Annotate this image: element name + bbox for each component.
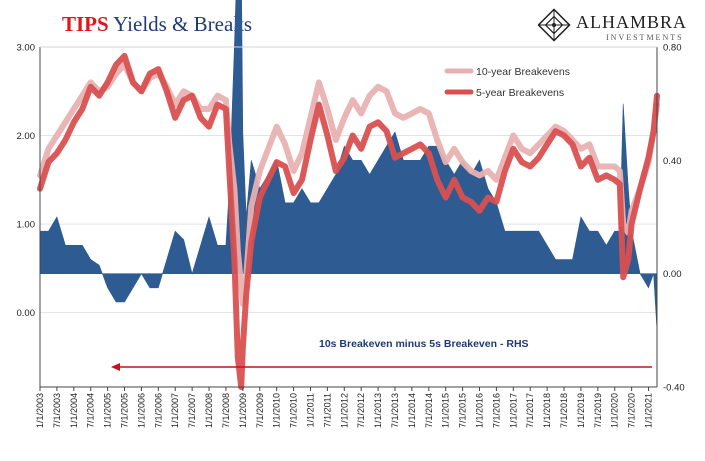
tick-labels: 3.00 2.00 1.00 0.00 0.80 0.40 0.00 -0.40 1/1/200… <box>17 43 685 429</box>
x-tick-label-20: 1/1/2013 <box>373 393 383 428</box>
x-tick-label-24: 1/1/2015 <box>441 393 451 428</box>
x-tick-label-23: 7/1/2014 <box>424 393 434 428</box>
x-tick-label-2: 1/1/2004 <box>69 393 79 428</box>
x-tick-label-5: 7/1/2005 <box>120 393 130 428</box>
left-tick-label-1: 2.00 <box>17 131 36 142</box>
x-tick-label-11: 7/1/2008 <box>221 393 231 428</box>
x-tick-label-14: 1/1/2010 <box>272 393 282 428</box>
x-tick-label-4: 1/1/2005 <box>103 393 113 428</box>
x-tick-label-1: 7/1/2003 <box>52 393 62 428</box>
x-tick-label-6: 1/1/2006 <box>136 393 146 428</box>
x-tick-label-21: 7/1/2013 <box>390 393 400 428</box>
arrow-head <box>111 363 120 371</box>
x-tick-label-8: 1/1/2007 <box>170 393 180 428</box>
left-tick-label-3: 0.00 <box>17 308 36 319</box>
x-tick-label-3: 7/1/2004 <box>86 393 96 428</box>
x-tick-label-15: 7/1/2010 <box>289 393 299 428</box>
line-5yr-breakevens <box>37 52 660 390</box>
x-tick-label-36: 1/1/2021 <box>644 393 654 428</box>
x-tick-label-22: 1/1/2014 <box>407 393 417 428</box>
diff-annotation: 10s Breakeven minus 5s Breakeven - RHS <box>319 338 529 350</box>
x-tick-label-32: 1/1/2019 <box>576 393 586 428</box>
chart-title: TIPS Yields & Breaks <box>62 12 252 37</box>
logo-sub: INVESTMENTS <box>606 33 684 42</box>
x-tick-label-0: 1/1/2003 <box>35 393 45 428</box>
right-tick-label-3: -0.40 <box>663 383 685 394</box>
x-tick-label-13: 7/1/2009 <box>255 393 265 428</box>
legend-label-10yr: 10-year Breakevens <box>476 66 570 78</box>
right-tick-label-0: 0.80 <box>663 43 682 54</box>
right-tick-label-2: 0.00 <box>663 269 682 280</box>
x-tick-label-7: 7/1/2006 <box>153 393 163 428</box>
arrow <box>111 363 652 371</box>
title-yields-breaks: Yields & Breaks <box>113 12 252 36</box>
x-tick-label-18: 1/1/2012 <box>339 393 349 428</box>
axes <box>39 46 658 388</box>
legend-label-5yr: 5-year Breakevens <box>476 87 564 99</box>
left-tick-label-2: 1.00 <box>17 220 36 231</box>
left-tick-label-0: 3.00 <box>17 43 36 54</box>
x-tick-label-35: 7/1/2020 <box>627 393 637 428</box>
title-tips: TIPS <box>62 12 109 36</box>
x-tick-label-25: 7/1/2015 <box>458 393 468 428</box>
x-tick-label-29: 7/1/2017 <box>525 393 535 428</box>
x-tick-label-9: 7/1/2007 <box>187 393 197 428</box>
line-10yr-breakevens <box>37 61 660 307</box>
x-tick-label-12: 1/1/2009 <box>238 393 248 428</box>
diff-area-series <box>39 0 658 331</box>
x-tick-label-27: 7/1/2016 <box>491 393 501 428</box>
x-tick-label-33: 7/1/2019 <box>593 393 603 428</box>
x-tick-label-31: 7/1/2018 <box>559 393 569 428</box>
x-tick-label-28: 1/1/2017 <box>508 393 518 428</box>
line-series <box>37 52 660 390</box>
alhambra-logo: ALHAMBRA INVESTMENTS <box>538 8 687 42</box>
x-tick-label-34: 1/1/2020 <box>610 393 620 428</box>
x-tick-label-26: 1/1/2016 <box>475 393 485 428</box>
x-tick-label-16: 1/1/2011 <box>305 393 315 427</box>
x-tick-label-30: 1/1/2018 <box>542 393 552 428</box>
logo-name: ALHAMBRA <box>576 12 687 32</box>
right-tick-label-1: 0.40 <box>663 156 682 167</box>
diff-area-path <box>39 0 658 331</box>
x-tick-label-19: 7/1/2012 <box>356 393 366 428</box>
x-tick-label-17: 7/1/2011 <box>322 393 332 427</box>
legend: 10-year Breakevens 5-year Breakevens <box>444 66 570 99</box>
x-tick-label-10: 1/1/2008 <box>204 393 214 428</box>
